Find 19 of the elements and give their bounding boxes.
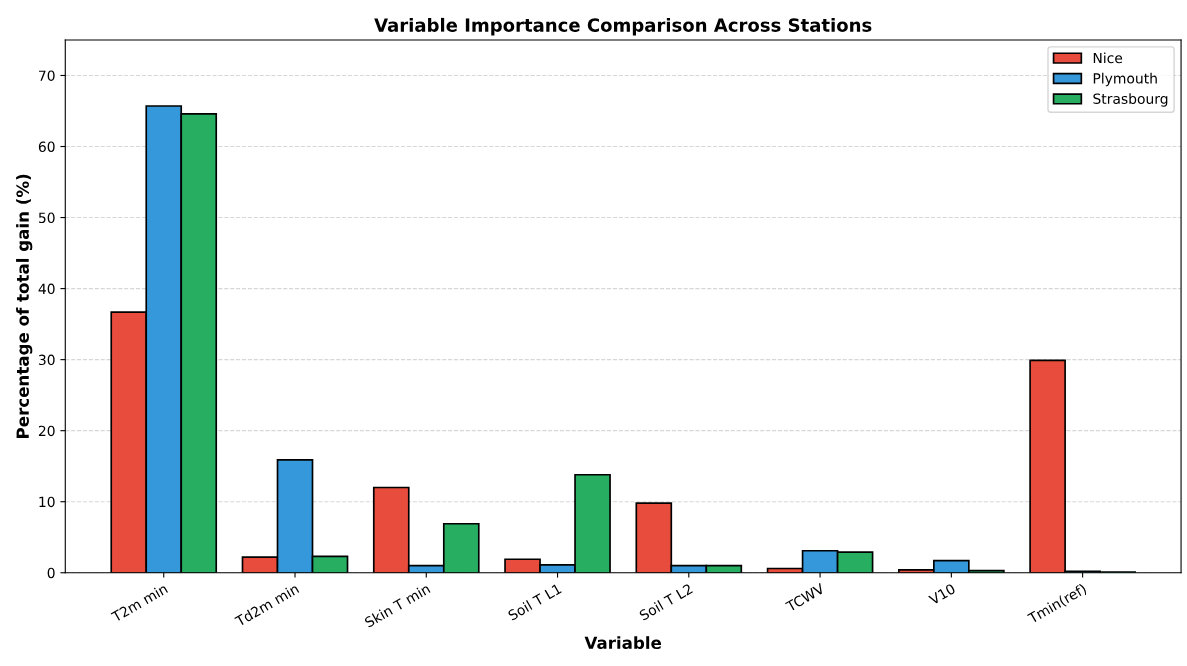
y-tick-label: 20 <box>38 425 55 437</box>
y-axis-title: Percentage of total gain (%) <box>16 174 33 438</box>
y-tick-label: 60 <box>38 141 55 152</box>
y-tick-label: 10 <box>39 496 55 508</box>
y-tick-label: 40 <box>38 283 55 295</box>
y-tick-label: 50 <box>38 212 55 224</box>
legend-label: Strasbourg <box>1093 93 1168 107</box>
x-tick-label: Soil T L1 <box>507 583 562 621</box>
x-axis-title: Variable <box>584 636 662 650</box>
x-tick-label: Skin T min <box>363 583 431 628</box>
x-tick-label: V10 <box>928 583 956 606</box>
x-tick-label: Soil T L2 <box>638 583 693 621</box>
y-tick-label: 70 <box>39 70 55 81</box>
y-tick-label: 0 <box>47 567 55 579</box>
y-tick-label: 30 <box>38 354 55 366</box>
chart-title: Variable Importance Comparison Across Stations <box>374 17 872 36</box>
x-tick-label: T2m min <box>110 583 168 623</box>
legend-label: Plymouth <box>1093 72 1157 87</box>
legend-label: Nice <box>1093 52 1123 64</box>
